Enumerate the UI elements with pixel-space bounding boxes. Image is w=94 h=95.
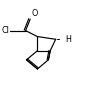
Text: H: H	[65, 35, 71, 44]
Text: O: O	[31, 9, 37, 18]
Text: Cl: Cl	[1, 26, 9, 35]
